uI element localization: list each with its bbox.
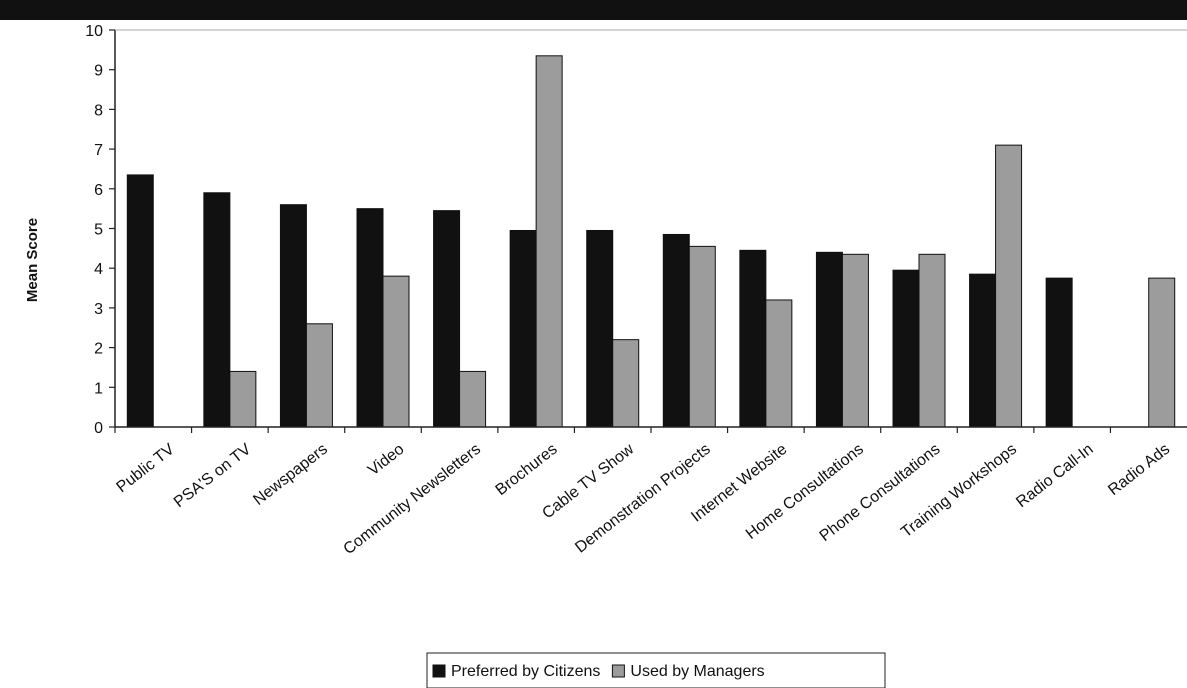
bar-preferred-by-citizens bbox=[126, 174, 154, 428]
x-tick-label: Newspapers bbox=[250, 441, 331, 509]
y-tick-label: 7 bbox=[94, 142, 103, 159]
bar-used-by-managers bbox=[535, 55, 563, 428]
bar-preferred-by-citizens bbox=[586, 229, 614, 428]
x-tick-label: Public TV bbox=[114, 441, 178, 497]
bar-preferred-by-citizens bbox=[279, 204, 307, 428]
bar-used-by-managers bbox=[841, 253, 869, 428]
y-tick-label: 10 bbox=[85, 23, 103, 40]
bar-used-by-managers bbox=[918, 253, 946, 428]
bar-preferred-by-citizens bbox=[203, 192, 231, 428]
bar-used-by-managers bbox=[995, 144, 1023, 428]
bar-preferred-by-citizens bbox=[892, 269, 920, 428]
bar-used-by-managers bbox=[229, 370, 257, 428]
bar-preferred-by-citizens bbox=[662, 233, 690, 428]
legend-swatch bbox=[432, 664, 446, 678]
y-tick-label: 3 bbox=[94, 301, 103, 318]
bar-preferred-by-citizens bbox=[969, 273, 997, 428]
x-tick-label: Video bbox=[365, 441, 408, 479]
y-tick-label: 6 bbox=[94, 182, 103, 199]
x-tick-label: Demonstration Projects bbox=[572, 441, 714, 557]
x-tick-label: Radio Ads bbox=[1105, 441, 1173, 499]
x-tick-label: Community Newsletters bbox=[340, 441, 484, 558]
bar-preferred-by-citizens bbox=[509, 229, 537, 428]
legend-swatch bbox=[611, 664, 625, 678]
bar-used-by-managers bbox=[459, 370, 487, 428]
bar-preferred-by-citizens bbox=[356, 208, 384, 428]
y-tick-label: 2 bbox=[94, 341, 103, 358]
legend-label: Preferred by Citizens bbox=[451, 663, 600, 680]
y-tick-label: 0 bbox=[94, 420, 103, 437]
bar-used-by-managers bbox=[765, 299, 793, 428]
y-tick-label: 8 bbox=[94, 102, 103, 119]
y-tick-label: 5 bbox=[94, 222, 103, 239]
bar-used-by-managers bbox=[382, 275, 410, 428]
y-tick-label: 4 bbox=[94, 261, 103, 278]
y-axis-title: Mean Score bbox=[24, 218, 41, 302]
bar-preferred-by-citizens bbox=[815, 251, 843, 428]
bar-preferred-by-citizens bbox=[1045, 277, 1073, 428]
y-tick-label: 1 bbox=[94, 380, 103, 397]
x-tick-label: Brochures bbox=[493, 441, 561, 499]
top-border-bar bbox=[0, 0, 1187, 20]
legend: Preferred by Citizens Used by Managers bbox=[426, 652, 886, 688]
x-tick-label: Radio Call-In bbox=[1013, 441, 1096, 511]
bar-preferred-by-citizens bbox=[739, 249, 767, 428]
legend-box bbox=[426, 652, 886, 688]
bars-group bbox=[126, 55, 1176, 428]
bar-used-by-managers bbox=[305, 323, 333, 428]
bar-used-by-managers bbox=[1148, 277, 1176, 428]
bar-used-by-managers bbox=[612, 339, 640, 428]
bar-preferred-by-citizens bbox=[433, 210, 461, 428]
y-tick-label: 9 bbox=[94, 63, 103, 80]
y-axis: 0 1 2 3 4 5 6 7 8 9 10 bbox=[85, 23, 1187, 437]
x-tick-label: PSA'S on TV bbox=[171, 441, 255, 512]
bar-used-by-managers bbox=[688, 245, 716, 428]
legend-label: Used by Managers bbox=[630, 663, 764, 680]
